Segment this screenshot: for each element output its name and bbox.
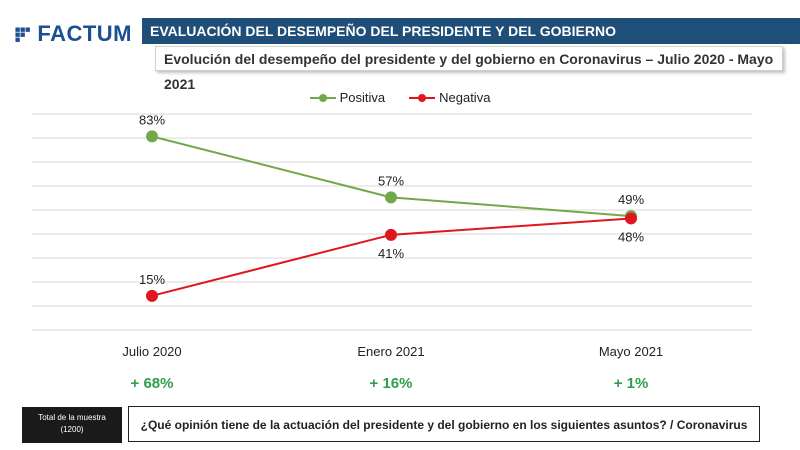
legend-item-negativa: Negativa	[409, 90, 490, 105]
difference-mayo-2021: + 1%	[613, 375, 649, 392]
line-chart: Julio 2020 Enero 2021 Mayo 2021 83% 57% 49% 15…	[32, 112, 752, 359]
data-label-negativa: 48%	[618, 229, 644, 244]
logo-text: FACTUM	[37, 21, 132, 46]
data-point-positiva	[146, 130, 158, 143]
legend-item-positiva: Positiva	[309, 90, 386, 105]
chart-legend: Positiva Negativa	[0, 90, 800, 105]
legend-label-negativa: Negativa	[439, 90, 491, 105]
data-point-negativa	[146, 289, 158, 302]
sample-label: Total de la muestra	[38, 413, 106, 422]
data-point-positiva	[385, 191, 397, 204]
factum-logo-icon	[15, 27, 30, 42]
data-label-negativa: 41%	[378, 246, 404, 261]
sample-size-box: Total de la muestra (1200)	[22, 407, 122, 443]
x-tick-label: Julio 2020	[122, 344, 181, 359]
data-point-negativa	[385, 228, 397, 241]
survey-question: ¿Qué opinión tiene de la actuación del p…	[128, 406, 760, 442]
difference-enero-2021: + 16%	[369, 375, 413, 392]
legend-swatch-negativa	[409, 93, 436, 103]
page-subtitle: Evolución del desempeño del presidente y…	[155, 46, 783, 92]
data-label-negativa: 15%	[139, 272, 165, 287]
legend-swatch-positiva	[309, 93, 336, 103]
x-tick-label: Mayo 2021	[599, 344, 663, 359]
data-label-positiva: 49%	[618, 192, 644, 207]
x-tick-label: Enero 2021	[357, 344, 424, 359]
factum-logo: FACTUM	[14, 18, 132, 50]
data-label-positiva: 83%	[139, 112, 165, 127]
data-label-positiva: 57%	[378, 173, 404, 188]
sample-size: (1200)	[60, 425, 84, 434]
page-title: EVALUACIÓN DEL DESEMPEÑO DEL PRESIDENTE …	[142, 18, 800, 44]
data-point-negativa	[625, 212, 637, 225]
difference-julio-2020: + 68%	[130, 375, 174, 392]
legend-label-positiva: Positiva	[339, 90, 386, 105]
